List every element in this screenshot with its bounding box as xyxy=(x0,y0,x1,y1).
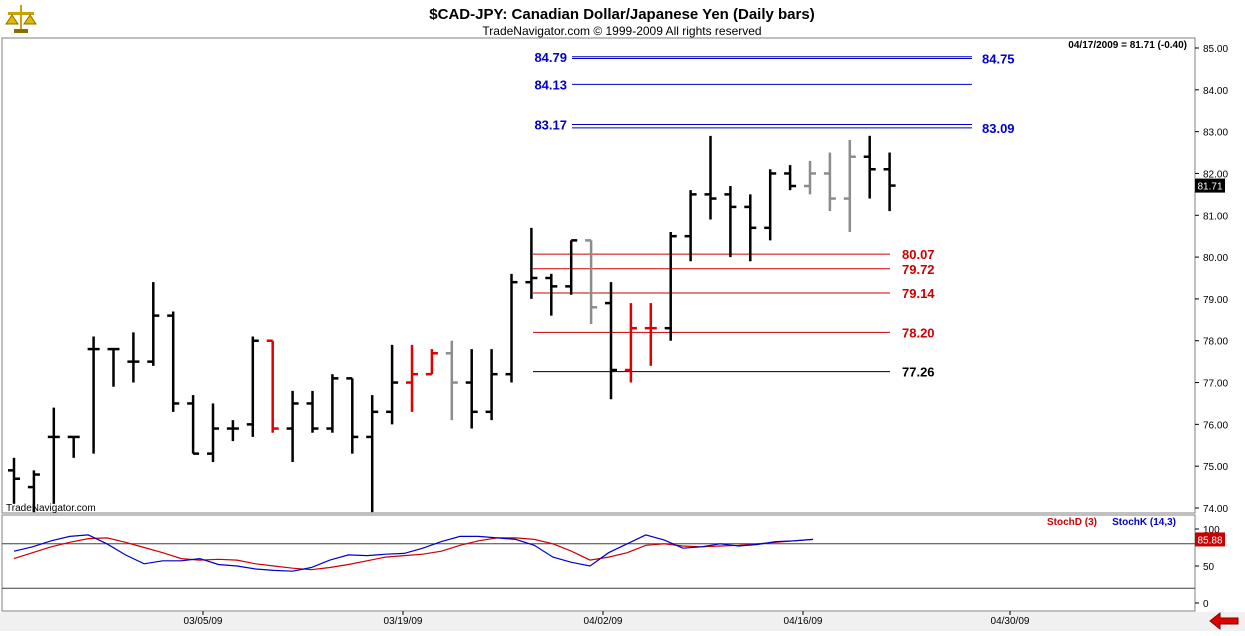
price-pane-frame xyxy=(1,37,1196,514)
ohlc-bar xyxy=(346,377,359,454)
price-tick-label: 80.00 xyxy=(1203,253,1228,264)
stoch-pane-frame xyxy=(1,514,1196,612)
legend-stochd: StochD (3) xyxy=(1047,517,1097,528)
date-tick-label: 04/30/09 xyxy=(991,616,1030,627)
level-label: 78.20 xyxy=(902,325,935,340)
ohlc-bar xyxy=(664,232,677,341)
copyright-subtitle: TradeNavigator.com © 1999-2009 All right… xyxy=(482,24,761,38)
ohlc-bar xyxy=(445,340,458,421)
last-price-label: 81.71 xyxy=(1197,182,1222,193)
ohlc-bar xyxy=(684,190,697,262)
date-tick-label: 03/05/09 xyxy=(184,616,223,627)
ohlc-bar xyxy=(744,194,757,262)
ohlc-bar xyxy=(605,282,617,400)
level-label: 84.75 xyxy=(982,51,1015,66)
ohlc-bar xyxy=(266,339,279,433)
legend-stochk: StochK (14,3) xyxy=(1112,517,1176,528)
ohlc-bar xyxy=(624,303,637,383)
ohlc-bar xyxy=(764,169,777,241)
price-tick-label: 84.00 xyxy=(1203,86,1228,97)
price-tick-label: 85.00 xyxy=(1203,44,1228,55)
price-tick-label: 75.00 xyxy=(1203,462,1228,473)
stochastic-chart: StochD (3) StochK (14,3) xyxy=(2,517,1195,589)
ohlc-bar xyxy=(127,332,140,383)
ohlc-bar xyxy=(207,403,219,462)
ohlc-bar xyxy=(47,407,60,504)
date-tick-label: 04/02/09 xyxy=(584,616,623,627)
ohlc-bar xyxy=(724,186,737,258)
ohlc-bar xyxy=(87,336,100,454)
ohlc-bar xyxy=(804,160,816,195)
ohlc-bar xyxy=(326,374,339,433)
ohlc-bar xyxy=(505,273,518,383)
ohlc-bar xyxy=(167,311,180,412)
stoch-tick-label: 50 xyxy=(1203,562,1215,573)
stoch-value-badge xyxy=(1195,532,1225,547)
price-tick-label: 83.00 xyxy=(1203,128,1228,139)
date-tick-label: 03/19/09 xyxy=(384,616,423,627)
stoch-value-label: 85.88 xyxy=(1197,535,1222,546)
ohlc-bar xyxy=(107,347,120,387)
level-label: 79.72 xyxy=(902,262,935,277)
level-label: 77.26 xyxy=(902,365,935,380)
ohlc-bar xyxy=(187,395,200,455)
chart-title: $CAD-JPY: Canadian Dollar/Japanese Yen (… xyxy=(429,6,814,23)
level-label: 83.17 xyxy=(534,118,567,133)
ohlc-bar xyxy=(704,135,717,220)
ohlc-bar xyxy=(883,152,896,212)
ohlc-bar xyxy=(246,336,259,437)
level-label: 79.14 xyxy=(902,286,935,301)
ohlc-bar xyxy=(644,303,657,366)
ohlc-bar xyxy=(545,273,558,316)
ohlc-bar xyxy=(425,349,438,376)
level-label: 83.09 xyxy=(982,121,1015,136)
watermark: TradeNavigator.com xyxy=(6,503,96,514)
stoch-tick-label: 100 xyxy=(1203,525,1220,536)
ohlc-bar xyxy=(465,349,478,429)
ohlc-bar xyxy=(386,344,399,425)
price-tick-label: 81.00 xyxy=(1203,211,1228,222)
ohlc-bar xyxy=(226,420,239,442)
ohlc-bar xyxy=(823,152,836,212)
ohlc-bar xyxy=(286,390,299,462)
stoch-series-line xyxy=(13,534,814,572)
ohlc-bar xyxy=(784,165,797,191)
ohlc-bar xyxy=(585,239,598,324)
last-price-badge xyxy=(1195,178,1225,193)
stoch-tick-label: 0 xyxy=(1203,599,1209,610)
price-tick-label: 79.00 xyxy=(1203,295,1228,306)
ohlc-bar xyxy=(843,140,856,232)
ohlc-bar xyxy=(406,344,418,412)
ohlc-bar xyxy=(8,457,20,504)
level-label: 84.79 xyxy=(534,50,567,65)
price-tick-label: 77.00 xyxy=(1203,379,1228,390)
last-quote: 04/17/2009 = 81.71 (-0.40) xyxy=(1068,40,1187,51)
price-tick-label: 82.00 xyxy=(1203,169,1228,180)
ohlc-bar xyxy=(27,470,40,513)
price-tick-label: 74.00 xyxy=(1203,504,1228,515)
logo-icon xyxy=(5,5,37,33)
back-arrow-icon[interactable] xyxy=(1209,611,1239,631)
ohlc-bar xyxy=(366,395,379,513)
ohlc-bar xyxy=(863,135,876,199)
ohlc-bar xyxy=(525,227,538,299)
price-tick-label: 78.00 xyxy=(1203,337,1228,348)
ohlc-bar xyxy=(67,435,80,458)
price-tick-label: 76.00 xyxy=(1203,420,1228,431)
ohlc-bar xyxy=(147,282,160,366)
ohlc-bar xyxy=(306,390,319,433)
ohlc-bar xyxy=(565,239,578,295)
bottom-strip xyxy=(0,612,1245,631)
stoch-series-line xyxy=(13,537,814,571)
level-label: 84.13 xyxy=(534,77,567,92)
date-tick-label: 04/16/09 xyxy=(784,616,823,627)
level-label: 80.07 xyxy=(902,247,935,262)
ohlc-bar xyxy=(485,349,498,421)
axes: 85.00 84.00 83.00 82.00 81.00 80.00 79.00 78.00… xyxy=(184,44,1229,627)
